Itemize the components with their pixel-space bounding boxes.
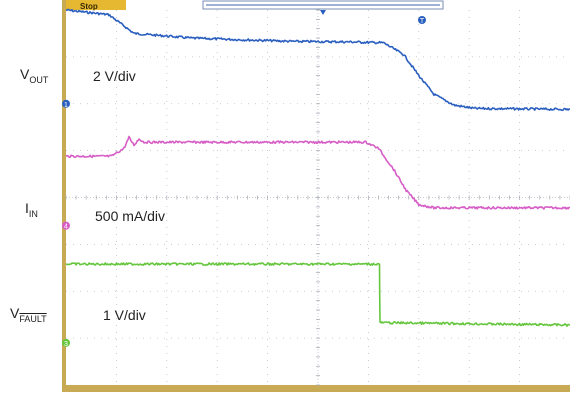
channel-1-marker bbox=[62, 99, 70, 108]
trace-out bbox=[65, 8, 570, 112]
vfault-label: VFAULT bbox=[10, 305, 47, 324]
trace-in bbox=[65, 135, 570, 210]
trigger-position-marker bbox=[320, 10, 326, 15]
channel-4-marker bbox=[62, 221, 70, 230]
timeline-box bbox=[202, 0, 444, 10]
trigger-marker-label: T bbox=[420, 18, 425, 25]
vout-label: VOUT bbox=[20, 66, 49, 85]
channel-3-marker-label: 3 bbox=[64, 341, 68, 348]
trace-fault bbox=[65, 262, 570, 327]
vfault-scale: 1 V/div bbox=[103, 307, 146, 323]
status-text: Stop bbox=[80, 2, 98, 11]
vout-scale: 2 V/div bbox=[93, 68, 136, 84]
channel-1-marker-label: 1 bbox=[64, 102, 68, 109]
status-box bbox=[66, 0, 126, 10]
channel-3-marker bbox=[62, 338, 70, 347]
channel-4-marker-label: 4 bbox=[64, 224, 68, 231]
iin-label: IIN bbox=[25, 200, 38, 219]
iin-scale: 500 mA/div bbox=[95, 208, 166, 224]
trigger-marker bbox=[418, 16, 426, 24]
